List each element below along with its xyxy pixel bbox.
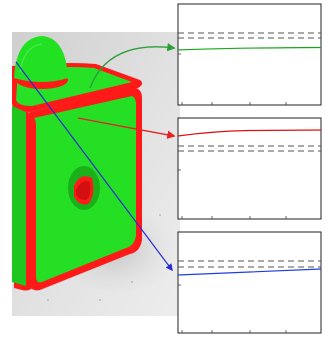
cube-object bbox=[12, 36, 143, 291]
middle-plot bbox=[177, 117, 322, 220]
bottom-plot-line bbox=[177, 268, 322, 276]
top-plot-line bbox=[177, 46, 322, 51]
top-plot bbox=[177, 3, 322, 106]
dome-icon bbox=[14, 36, 68, 82]
blue-arrow bbox=[15, 61, 173, 272]
middle-plot-line bbox=[177, 129, 322, 137]
green-arrow bbox=[89, 43, 176, 89]
red-arrow bbox=[77, 117, 176, 139]
bottom-plot bbox=[177, 231, 322, 334]
annotation-arrows bbox=[15, 43, 176, 272]
